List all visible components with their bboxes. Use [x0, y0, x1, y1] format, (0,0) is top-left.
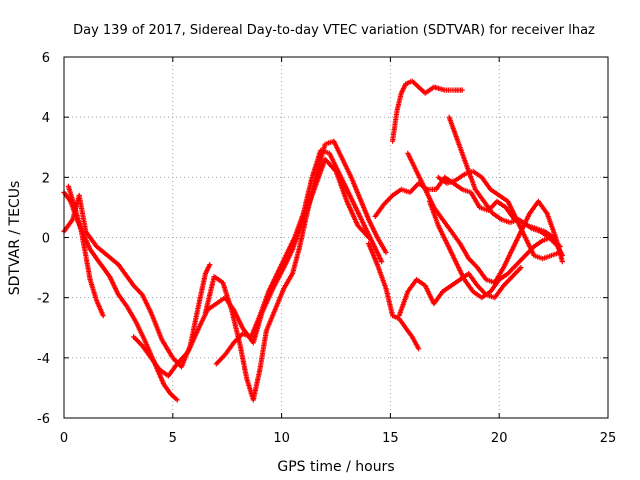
y-tick-label: -4 [37, 352, 50, 367]
x-tick-label: 15 [382, 431, 399, 446]
x-axis-label: GPS time / hours [277, 459, 394, 475]
data-series [61, 78, 565, 403]
series-pass-8 [396, 265, 524, 319]
series-pass-3 [65, 183, 106, 319]
series-pass-12 [435, 168, 563, 262]
y-tick-label: 0 [42, 232, 50, 247]
y-tick-label: 4 [42, 111, 50, 126]
series-pass-7 [366, 240, 422, 352]
y-tick-label: 2 [42, 171, 50, 186]
x-tick-label: 25 [600, 431, 617, 446]
y-tick-label: -6 [37, 412, 50, 427]
x-tick-label: 5 [169, 431, 177, 446]
y-tick-label: -2 [37, 292, 50, 307]
chart-title: Day 139 of 2017, Sidereal Day-to-day VTE… [73, 23, 595, 38]
axis-ticks: 0 5 10 15 20 25 -6 -4 -2 0 2 4 6 [37, 51, 616, 446]
x-tick-label: 20 [491, 431, 508, 446]
y-tick-label: 6 [42, 51, 50, 66]
x-tick-label: 10 [273, 431, 290, 446]
series-pass-5 [202, 138, 389, 403]
series-pass-11 [405, 150, 565, 286]
series-pass-6 [213, 147, 385, 367]
x-tick-label: 0 [60, 431, 68, 446]
series-pass-13 [427, 198, 563, 301]
y-axis-label: SDTVAR / TECUs [7, 181, 23, 296]
series-pass-14 [446, 114, 565, 259]
series-pass-9 [390, 78, 465, 144]
